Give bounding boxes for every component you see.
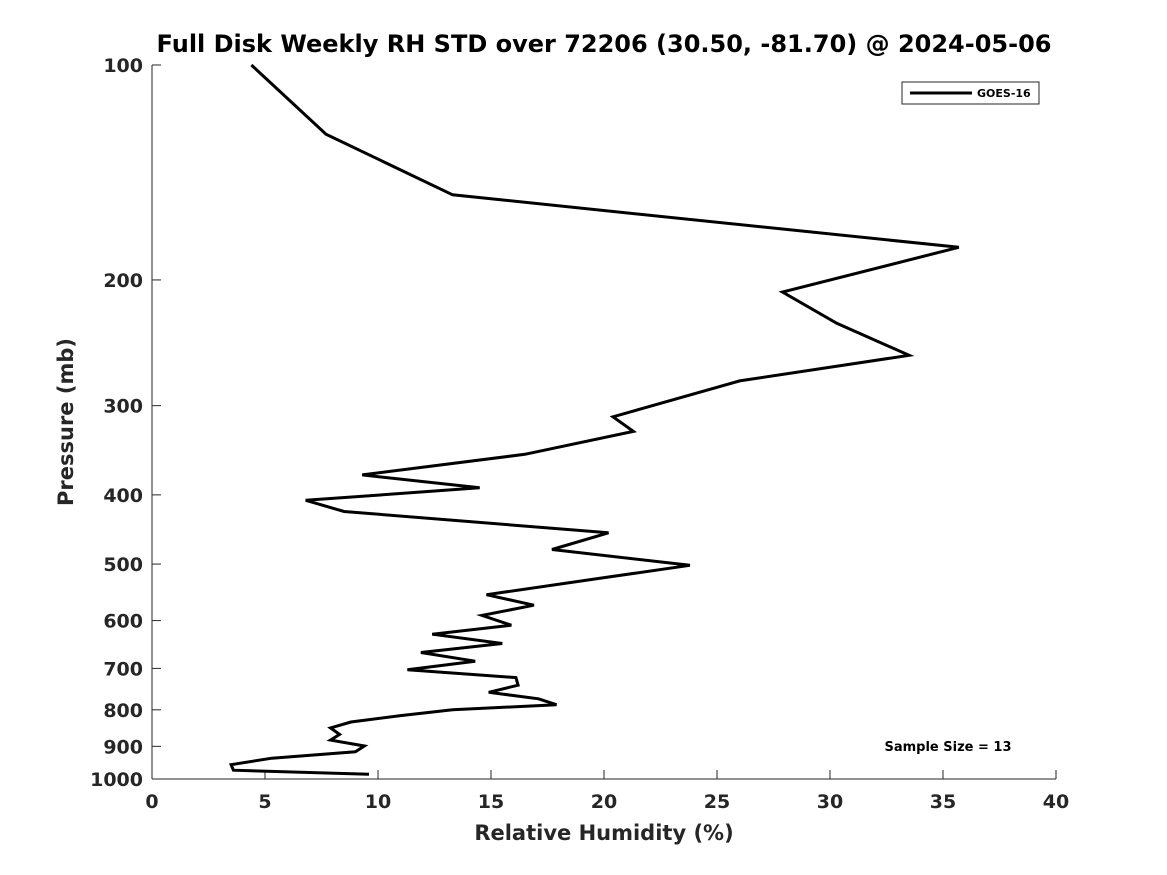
y-axis-label: Pressure (mb) bbox=[54, 338, 78, 506]
x-tick-label: 25 bbox=[704, 791, 730, 813]
y-tick-label: 600 bbox=[103, 611, 143, 633]
series-line-goes-16 bbox=[228, 63, 960, 776]
x-tick-label: 0 bbox=[145, 791, 158, 813]
x-tick-label: 5 bbox=[258, 791, 271, 813]
y-tick-label: 400 bbox=[103, 485, 143, 507]
chart-title: Full Disk Weekly RH STD over 72206 (30.5… bbox=[157, 30, 1052, 58]
y-tick-label: 900 bbox=[103, 736, 143, 758]
x-axis: 0 5 10 15 20 25 30 35 40 bbox=[145, 770, 1069, 813]
y-tick-label: 200 bbox=[103, 270, 143, 292]
x-tick-label: 20 bbox=[591, 791, 617, 813]
y-tick-label: 800 bbox=[103, 700, 143, 722]
x-axis-label: Relative Humidity (%) bbox=[474, 821, 733, 845]
x-tick-label: 40 bbox=[1043, 791, 1069, 813]
y-tick-label: 700 bbox=[103, 658, 143, 680]
y-axis: 100 200 300 400 500 600 700 800 900 1000 bbox=[90, 55, 161, 791]
y-tick-label: 1000 bbox=[90, 769, 143, 791]
x-tick-label: 30 bbox=[817, 791, 843, 813]
x-tick-label: 10 bbox=[365, 791, 391, 813]
y-tick-label: 300 bbox=[103, 396, 143, 418]
y-tick-label: 500 bbox=[103, 554, 143, 576]
y-tick-label: 100 bbox=[103, 55, 143, 77]
series-group bbox=[228, 63, 960, 776]
x-tick-label: 35 bbox=[930, 791, 956, 813]
x-tick-label: 15 bbox=[478, 791, 504, 813]
sample-size-annotation: Sample Size = 13 bbox=[884, 740, 1011, 755]
legend-label-goes-16: GOES-16 bbox=[977, 87, 1031, 100]
legend: GOES-16 bbox=[901, 81, 1040, 105]
